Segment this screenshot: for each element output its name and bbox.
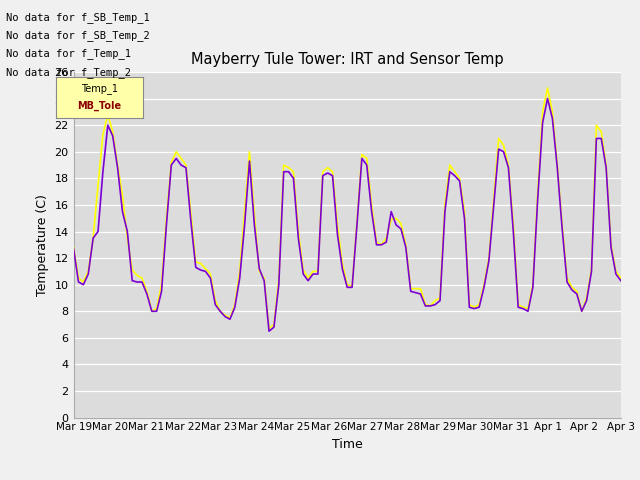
Text: No data for f_SB_Temp_1: No data for f_SB_Temp_1 <box>6 12 150 23</box>
Text: No data for f_Temp_2: No data for f_Temp_2 <box>6 67 131 78</box>
Title: Mayberry Tule Tower: IRT and Sensor Temp: Mayberry Tule Tower: IRT and Sensor Temp <box>191 52 504 67</box>
X-axis label: Time: Time <box>332 438 363 451</box>
Text: No data for f_Temp_1: No data for f_Temp_1 <box>6 48 131 60</box>
Text: No data for f_SB_Temp_2: No data for f_SB_Temp_2 <box>6 30 150 41</box>
Y-axis label: Temperature (C): Temperature (C) <box>36 194 49 296</box>
Text: MB_Tole: MB_Tole <box>77 101 122 111</box>
Text: Temp_1: Temp_1 <box>81 83 118 94</box>
